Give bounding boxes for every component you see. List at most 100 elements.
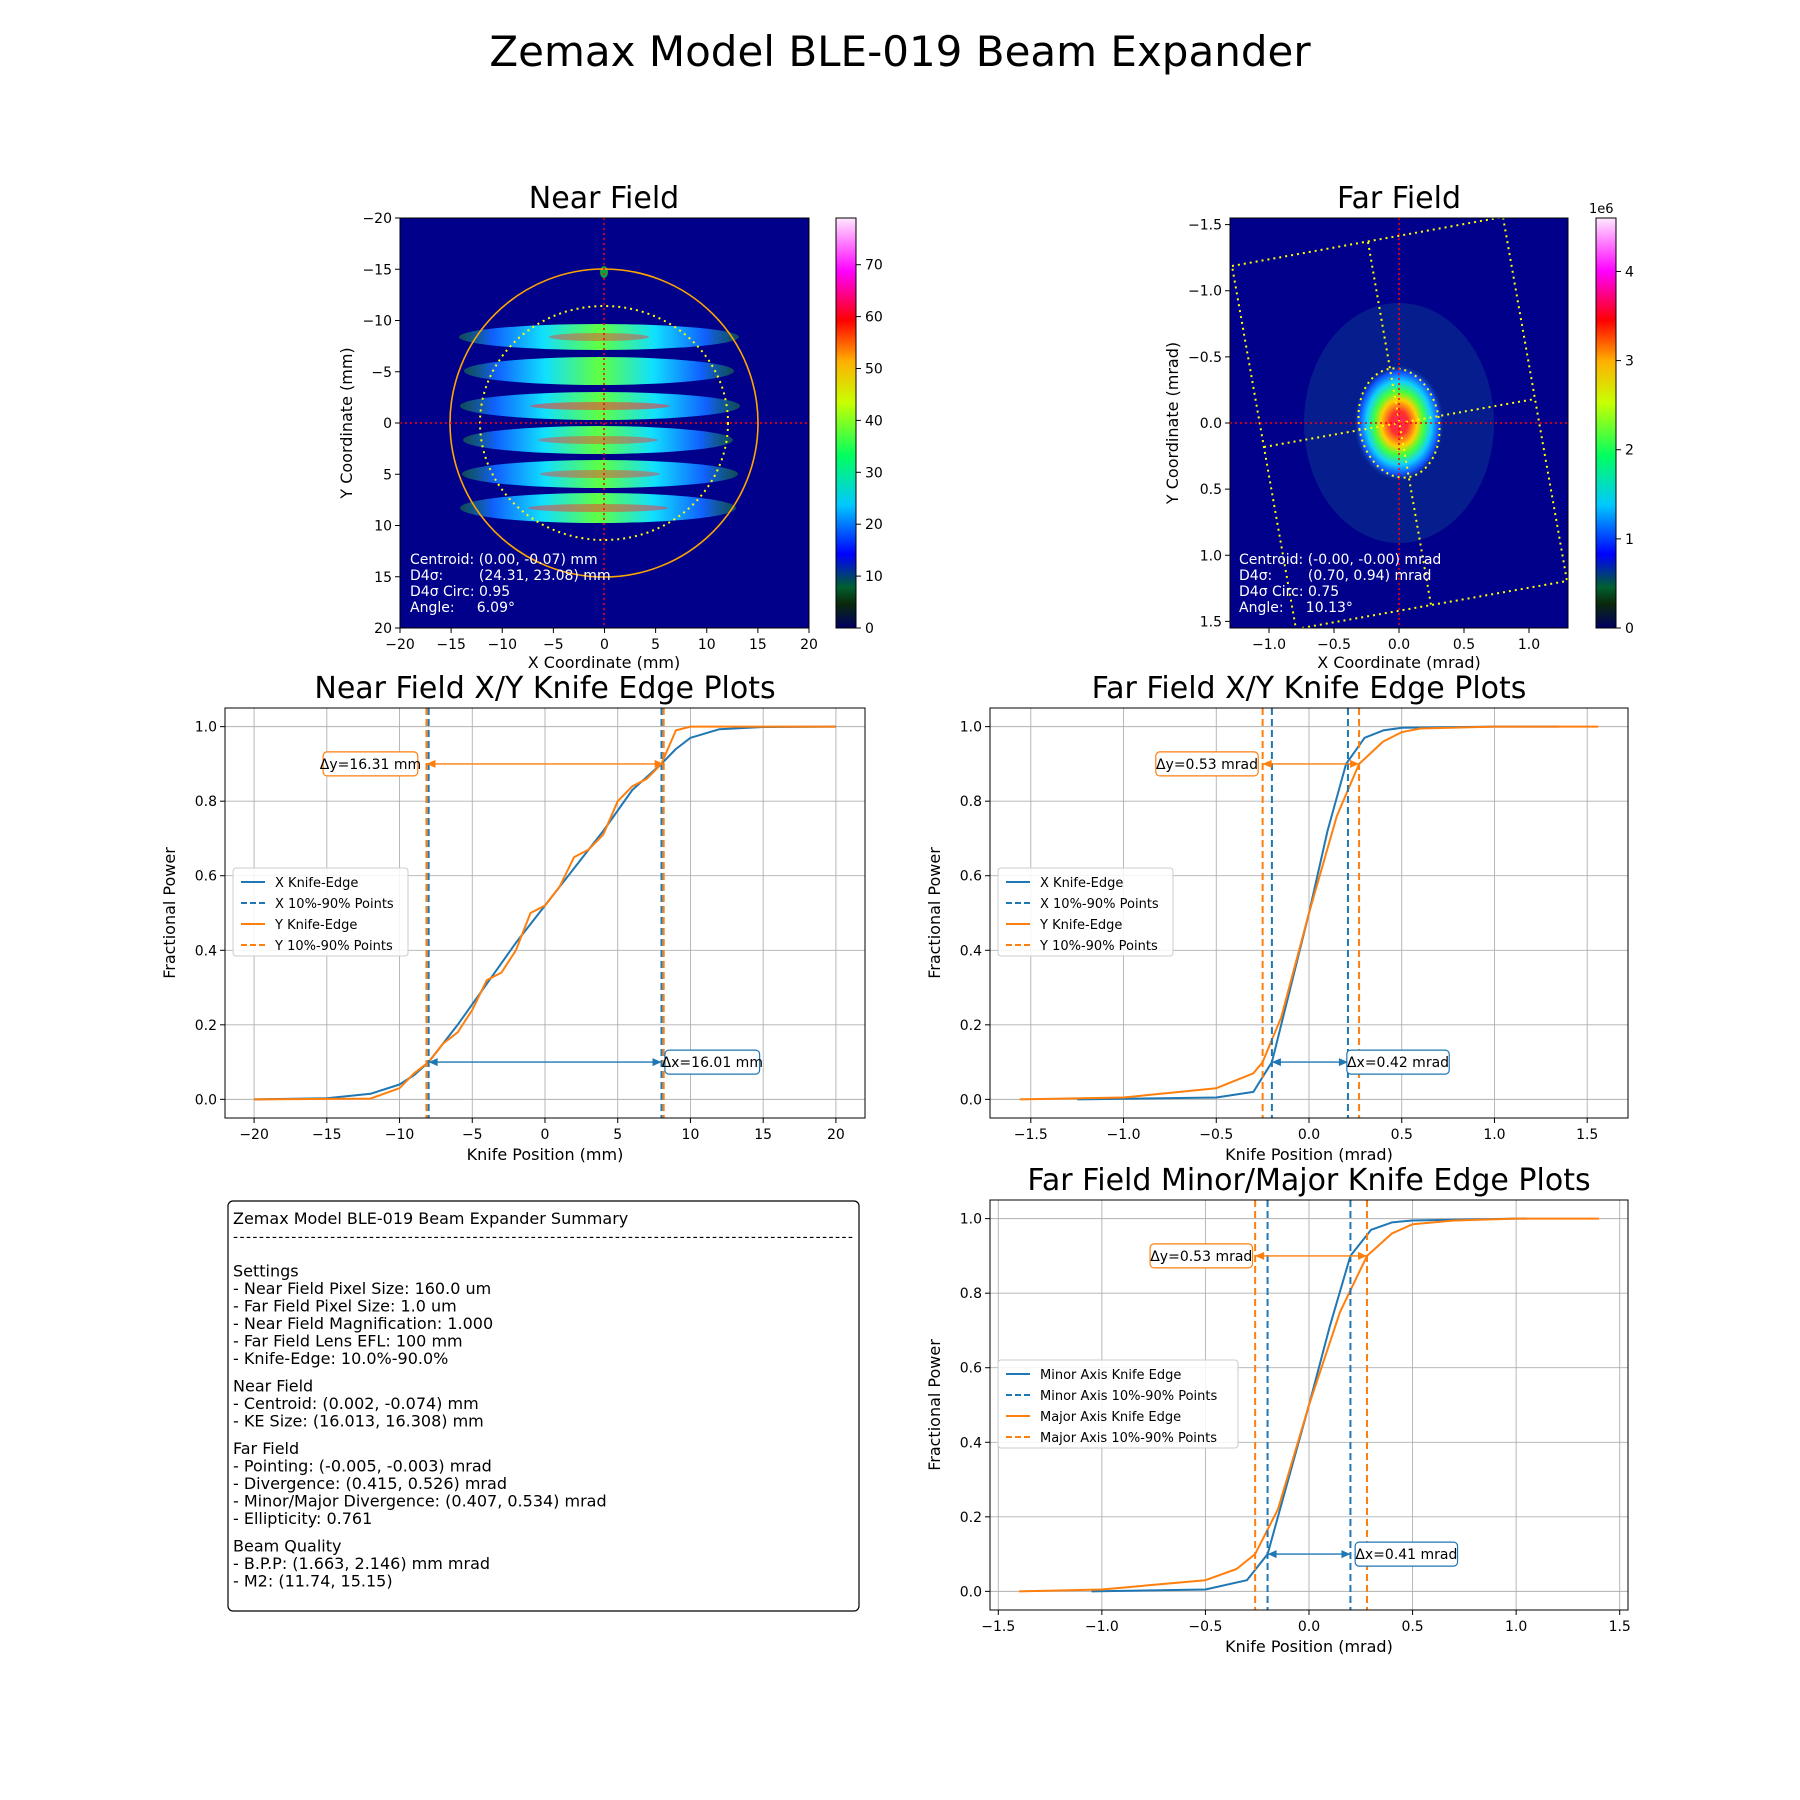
- y-tick-label: −20: [362, 211, 392, 227]
- far-field-colorbar-exponent: 1e6: [1589, 202, 1614, 217]
- legend-label: Minor Axis Knife Edge: [1040, 1368, 1181, 1383]
- y-tick-label: 20: [374, 621, 392, 637]
- chart-title: Far Field X/Y Knife Edge Plots: [1092, 671, 1527, 706]
- chart-title: Near Field X/Y Knife Edge Plots: [314, 671, 775, 706]
- x-tick-label: −20: [385, 637, 415, 653]
- x-tick-label: −1.0: [1085, 1619, 1119, 1635]
- summary-section-heading: Far Field: [233, 1439, 299, 1458]
- plot-frame: [989, 707, 1629, 1119]
- y-tick-label: −0.5: [1188, 350, 1222, 366]
- x-tick-label: 0.0: [1298, 1619, 1320, 1635]
- series-line: [1077, 725, 1560, 1101]
- y-tick-label: 10: [374, 519, 392, 535]
- near-field-title: Near Field: [529, 181, 679, 216]
- x-tick-label: 1.0: [1518, 637, 1540, 653]
- y-axis-label: Fractional Power: [925, 847, 944, 979]
- summary-separator: ----------------------------------------…: [233, 1230, 853, 1246]
- x-tick-label: 20: [800, 637, 818, 653]
- annotation-label: Δx=0.42 mrad: [1347, 1055, 1449, 1071]
- colorbar-tick-label: 10: [865, 569, 883, 585]
- x-tick-label: 1.0: [1483, 1127, 1505, 1143]
- x-tick-label: −5: [462, 1127, 483, 1143]
- knife-edge-charts: Near Field X/Y Knife Edge Plots −20 −15 −10…: [160, 671, 1631, 1656]
- x-tick-label: −1.5: [1014, 1127, 1048, 1143]
- near-field-panel: Near Field Centroid: (0.00, -0.07) mm D4…: [337, 181, 883, 672]
- legend-box: [997, 1359, 1239, 1449]
- y-tick-label: 5: [383, 467, 392, 483]
- y-tick-label: 0.0: [1200, 416, 1222, 432]
- legend-label: X Knife-Edge: [1040, 876, 1123, 891]
- summary-line: - Minor/Major Divergence: (0.407, 0.534)…: [233, 1492, 607, 1511]
- y-tick-label: −1.0: [1188, 284, 1222, 300]
- legend-label: X Knife-Edge: [275, 876, 358, 891]
- annotation-arrowhead: [1358, 1251, 1367, 1260]
- near-field-info-line: Centroid: (0.00, -0.07) mm: [410, 552, 598, 568]
- series-line: [1018, 1217, 1599, 1593]
- annotation-arrowhead: [1267, 1550, 1277, 1559]
- near-field-info-line: D4σ: (24.31, 23.08) mm: [410, 568, 611, 584]
- annotation-box: [1155, 751, 1259, 777]
- summary-line: - Near Field Pixel Size: 160.0 um: [233, 1279, 491, 1298]
- far-field-colorbar-ticks: 0 1 2 3 4: [1616, 264, 1634, 637]
- annotation-arrowhead: [426, 759, 436, 768]
- x-axis-label: Knife Position (mrad): [1225, 1145, 1393, 1164]
- x-tick-label: 1.0: [1505, 1619, 1527, 1635]
- annotation-label: Δx=16.01 mm: [662, 1055, 763, 1071]
- near-field-colorbar-ticks: 0 10 20 30 40 50 60 70: [856, 258, 883, 637]
- y-tick-label: 1.0: [960, 720, 982, 736]
- annotation-box: [322, 751, 419, 777]
- annotation-arrowhead: [652, 1058, 662, 1067]
- summary-line: - Knife-Edge: 10.0%-90.0%: [233, 1349, 448, 1368]
- x-tick-label: 10: [682, 1127, 700, 1143]
- far-field-xlabel: X Coordinate (mrad): [1317, 653, 1480, 672]
- annotation-label: Δx=0.41 mrad: [1355, 1547, 1457, 1563]
- colorbar-tick-label: 60: [865, 310, 883, 326]
- summary-line: - Far Field Pixel Size: 1.0 um: [233, 1297, 457, 1316]
- plot-frame: [224, 707, 866, 1119]
- summary-line: - Near Field Magnification: 1.000: [233, 1314, 493, 1333]
- summary-section-heading: Near Field: [233, 1377, 313, 1396]
- colorbar-tick-label: 0: [865, 621, 874, 637]
- x-tick-label: −10: [385, 1127, 415, 1143]
- x-tick-label: −10: [487, 637, 517, 653]
- annotation-arrowhead: [1271, 1058, 1281, 1067]
- far-field-ylabel: Y Coordinate (mrad): [1163, 342, 1182, 505]
- far-field-info-line: D4σ Circ: 0.75: [1239, 584, 1339, 600]
- summary-line: - Ellipticity: 0.761: [233, 1509, 372, 1528]
- series-line: [1091, 1217, 1527, 1593]
- x-tick-label: 5: [651, 637, 660, 653]
- annotation-arrowhead: [1338, 1058, 1348, 1067]
- far-field-d4sigma-ellipse: [1357, 367, 1441, 479]
- annotation-arrowhead: [1262, 759, 1272, 768]
- colorbar-tick-label: 0: [1625, 621, 1634, 637]
- y-tick-label: 15: [374, 570, 392, 586]
- series-line: [1019, 725, 1599, 1101]
- knife-edge-chart: Far Field Minor/Major Knife Edge Plots −1…: [925, 1163, 1631, 1656]
- y-tick-label: 0: [383, 416, 392, 432]
- legend-label: Minor Axis 10%-90% Points: [1040, 1389, 1217, 1404]
- colorbar-tick-label: 1: [1625, 532, 1634, 548]
- annotation-arrowhead: [1341, 1550, 1351, 1559]
- near-field-colorbar: [835, 217, 857, 629]
- far-field-colorbar: [1595, 217, 1617, 629]
- legend-label: Y 10%-90% Points: [274, 939, 393, 954]
- colorbar-tick-label: 20: [865, 517, 883, 533]
- annotation-box: [1354, 1541, 1459, 1567]
- x-tick-label: −1.0: [1252, 637, 1286, 653]
- y-tick-label: 0.0: [195, 1092, 217, 1108]
- summary-line: - M2: (11.74, 15.15): [233, 1572, 393, 1591]
- far-field-panel: Far Field Centroid: (-0.00, -0.00) mrad …: [1163, 181, 1634, 672]
- summary-section-heading: Beam Quality: [233, 1537, 341, 1556]
- colorbar-tick-label: 40: [865, 413, 883, 429]
- x-tick-label: −0.5: [1317, 637, 1351, 653]
- x-tick-label: 10: [698, 637, 716, 653]
- summary-line: - KE Size: (16.013, 16.308) mm: [233, 1412, 484, 1431]
- summary-line: - Divergence: (0.415, 0.526) mrad: [233, 1474, 507, 1493]
- legend-label: Y Knife-Edge: [1039, 918, 1122, 933]
- x-tick-label: 0.0: [1388, 637, 1410, 653]
- colorbar-tick-label: 30: [865, 465, 883, 481]
- y-tick-label: 0.4: [195, 943, 217, 959]
- summary-line: - Far Field Lens EFL: 100 mm: [233, 1332, 463, 1351]
- y-tick-label: 0.0: [960, 1584, 982, 1600]
